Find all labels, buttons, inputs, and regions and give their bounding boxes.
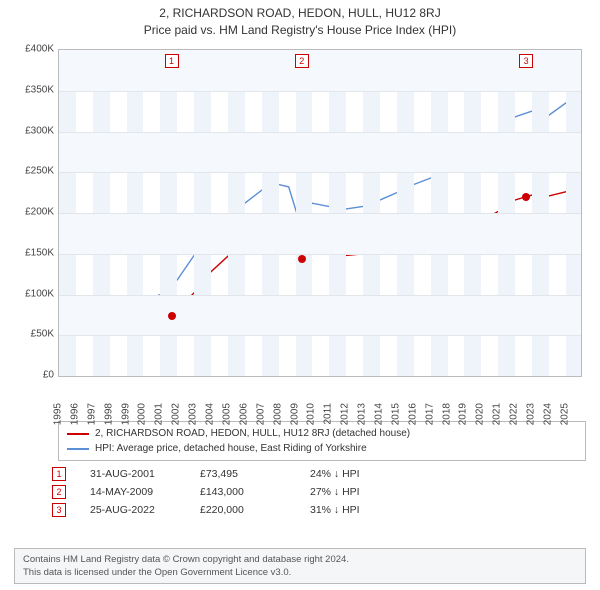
x-axis-label: 1998 <box>103 403 114 425</box>
x-axis-label: 2012 <box>340 403 351 425</box>
h-gridline <box>59 91 581 92</box>
x-axis-label: 2001 <box>154 403 165 425</box>
y-axis-label: £200K <box>14 207 54 218</box>
sales-table: 1 31-AUG-2001 £73,495 24% ↓ HPI 2 14-MAY-2009… <box>52 467 586 517</box>
y-band <box>59 213 581 254</box>
x-axis-label: 2017 <box>424 403 435 425</box>
y-axis-label: £400K <box>14 44 54 55</box>
y-axis-label: £250K <box>14 166 54 177</box>
x-axis-label: 2010 <box>306 403 317 425</box>
x-axis-label: 2000 <box>137 403 148 425</box>
x-axis-label: 2011 <box>323 403 334 425</box>
h-gridline <box>59 295 581 296</box>
sale-row-date: 14-MAY-2009 <box>90 486 176 498</box>
x-axis-label: 2021 <box>492 403 503 425</box>
h-gridline <box>59 132 581 133</box>
y-band <box>59 295 581 336</box>
x-axis-label: 2022 <box>509 403 520 425</box>
sale-marker-box: 3 <box>519 54 533 68</box>
footer-line-2: This data is licensed under the Open Gov… <box>23 566 577 579</box>
x-axis-label: 2007 <box>255 403 266 425</box>
legend-swatch <box>67 448 89 450</box>
sale-row-delta: 31% ↓ HPI <box>310 504 396 516</box>
sale-row-marker: 3 <box>52 503 66 517</box>
x-axis-label: 1999 <box>120 403 131 425</box>
h-gridline <box>59 254 581 255</box>
x-axis-label: 1997 <box>86 403 97 425</box>
sale-marker-dot <box>168 312 176 320</box>
x-axis-label: 2018 <box>441 403 452 425</box>
x-axis-label: 2004 <box>205 403 216 425</box>
legend: 2, RICHARDSON ROAD, HEDON, HULL, HU12 8R… <box>58 421 586 461</box>
sale-row: 1 31-AUG-2001 £73,495 24% ↓ HPI <box>52 467 586 481</box>
chart-title-address: 2, RICHARDSON ROAD, HEDON, HULL, HU12 8R… <box>10 6 590 20</box>
plot-area: 1 2 3 <box>58 49 582 377</box>
y-axis-label: £100K <box>14 288 54 299</box>
sale-row-delta: 24% ↓ HPI <box>310 468 396 480</box>
y-axis-label: £50K <box>14 329 54 340</box>
x-axis-label: 2019 <box>458 403 469 425</box>
y-band <box>59 50 581 91</box>
x-axis-label: 1995 <box>53 403 64 425</box>
y-axis-label: £0 <box>14 370 54 381</box>
x-axis-label: 2005 <box>221 403 232 425</box>
legend-row: 2, RICHARDSON ROAD, HEDON, HULL, HU12 8R… <box>67 426 577 441</box>
x-axis-label: 2016 <box>407 403 418 425</box>
h-gridline <box>59 172 581 173</box>
chart-title-sub: Price paid vs. HM Land Registry's House … <box>10 23 590 37</box>
sale-row-marker: 2 <box>52 485 66 499</box>
x-axis-label: 1996 <box>69 403 80 425</box>
x-axis-label: 2025 <box>559 403 570 425</box>
x-axis-label: 2006 <box>238 403 249 425</box>
legend-label: HPI: Average price, detached house, East… <box>95 441 367 456</box>
x-axis-label: 2020 <box>475 403 486 425</box>
sale-row-marker: 1 <box>52 467 66 481</box>
sale-row-price: £220,000 <box>200 504 286 516</box>
sale-row: 2 14-MAY-2009 £143,000 27% ↓ HPI <box>52 485 586 499</box>
h-gridline <box>59 335 581 336</box>
sale-row-date: 31-AUG-2001 <box>90 468 176 480</box>
legend-label: 2, RICHARDSON ROAD, HEDON, HULL, HU12 8R… <box>95 426 410 441</box>
x-axis-label: 2002 <box>171 403 182 425</box>
sale-row-price: £143,000 <box>200 486 286 498</box>
sale-row: 3 25-AUG-2022 £220,000 31% ↓ HPI <box>52 503 586 517</box>
legend-row: HPI: Average price, detached house, East… <box>67 441 577 456</box>
sale-row-delta: 27% ↓ HPI <box>310 486 396 498</box>
attribution-footer: Contains HM Land Registry data © Crown c… <box>14 548 586 584</box>
x-axis-label: 2024 <box>542 403 553 425</box>
sale-marker-box: 1 <box>165 54 179 68</box>
sale-row-price: £73,495 <box>200 468 286 480</box>
footer-line-1: Contains HM Land Registry data © Crown c… <box>23 553 577 566</box>
x-axis-label: 2013 <box>357 403 368 425</box>
x-axis-label: 2023 <box>526 403 537 425</box>
legend-swatch <box>67 433 89 435</box>
x-axis-label: 2009 <box>289 403 300 425</box>
chart-titles: 2, RICHARDSON ROAD, HEDON, HULL, HU12 8R… <box>0 0 600 41</box>
h-gridline <box>59 213 581 214</box>
x-axis-label: 2008 <box>272 403 283 425</box>
x-axis-label: 2014 <box>373 403 384 425</box>
sale-marker-box: 2 <box>295 54 309 68</box>
x-axis-label: 2003 <box>188 403 199 425</box>
y-axis-label: £300K <box>14 125 54 136</box>
sale-marker-dot <box>522 193 530 201</box>
y-band <box>59 132 581 173</box>
chart: 1 2 3 £0 £50K £100K £150K £200K £250K £300K £350K… <box>14 45 586 415</box>
y-axis-label: £150K <box>14 247 54 258</box>
y-axis-label: £350K <box>14 84 54 95</box>
sale-marker-dot <box>298 255 306 263</box>
x-axis-label: 2015 <box>390 403 401 425</box>
sale-row-date: 25-AUG-2022 <box>90 504 176 516</box>
